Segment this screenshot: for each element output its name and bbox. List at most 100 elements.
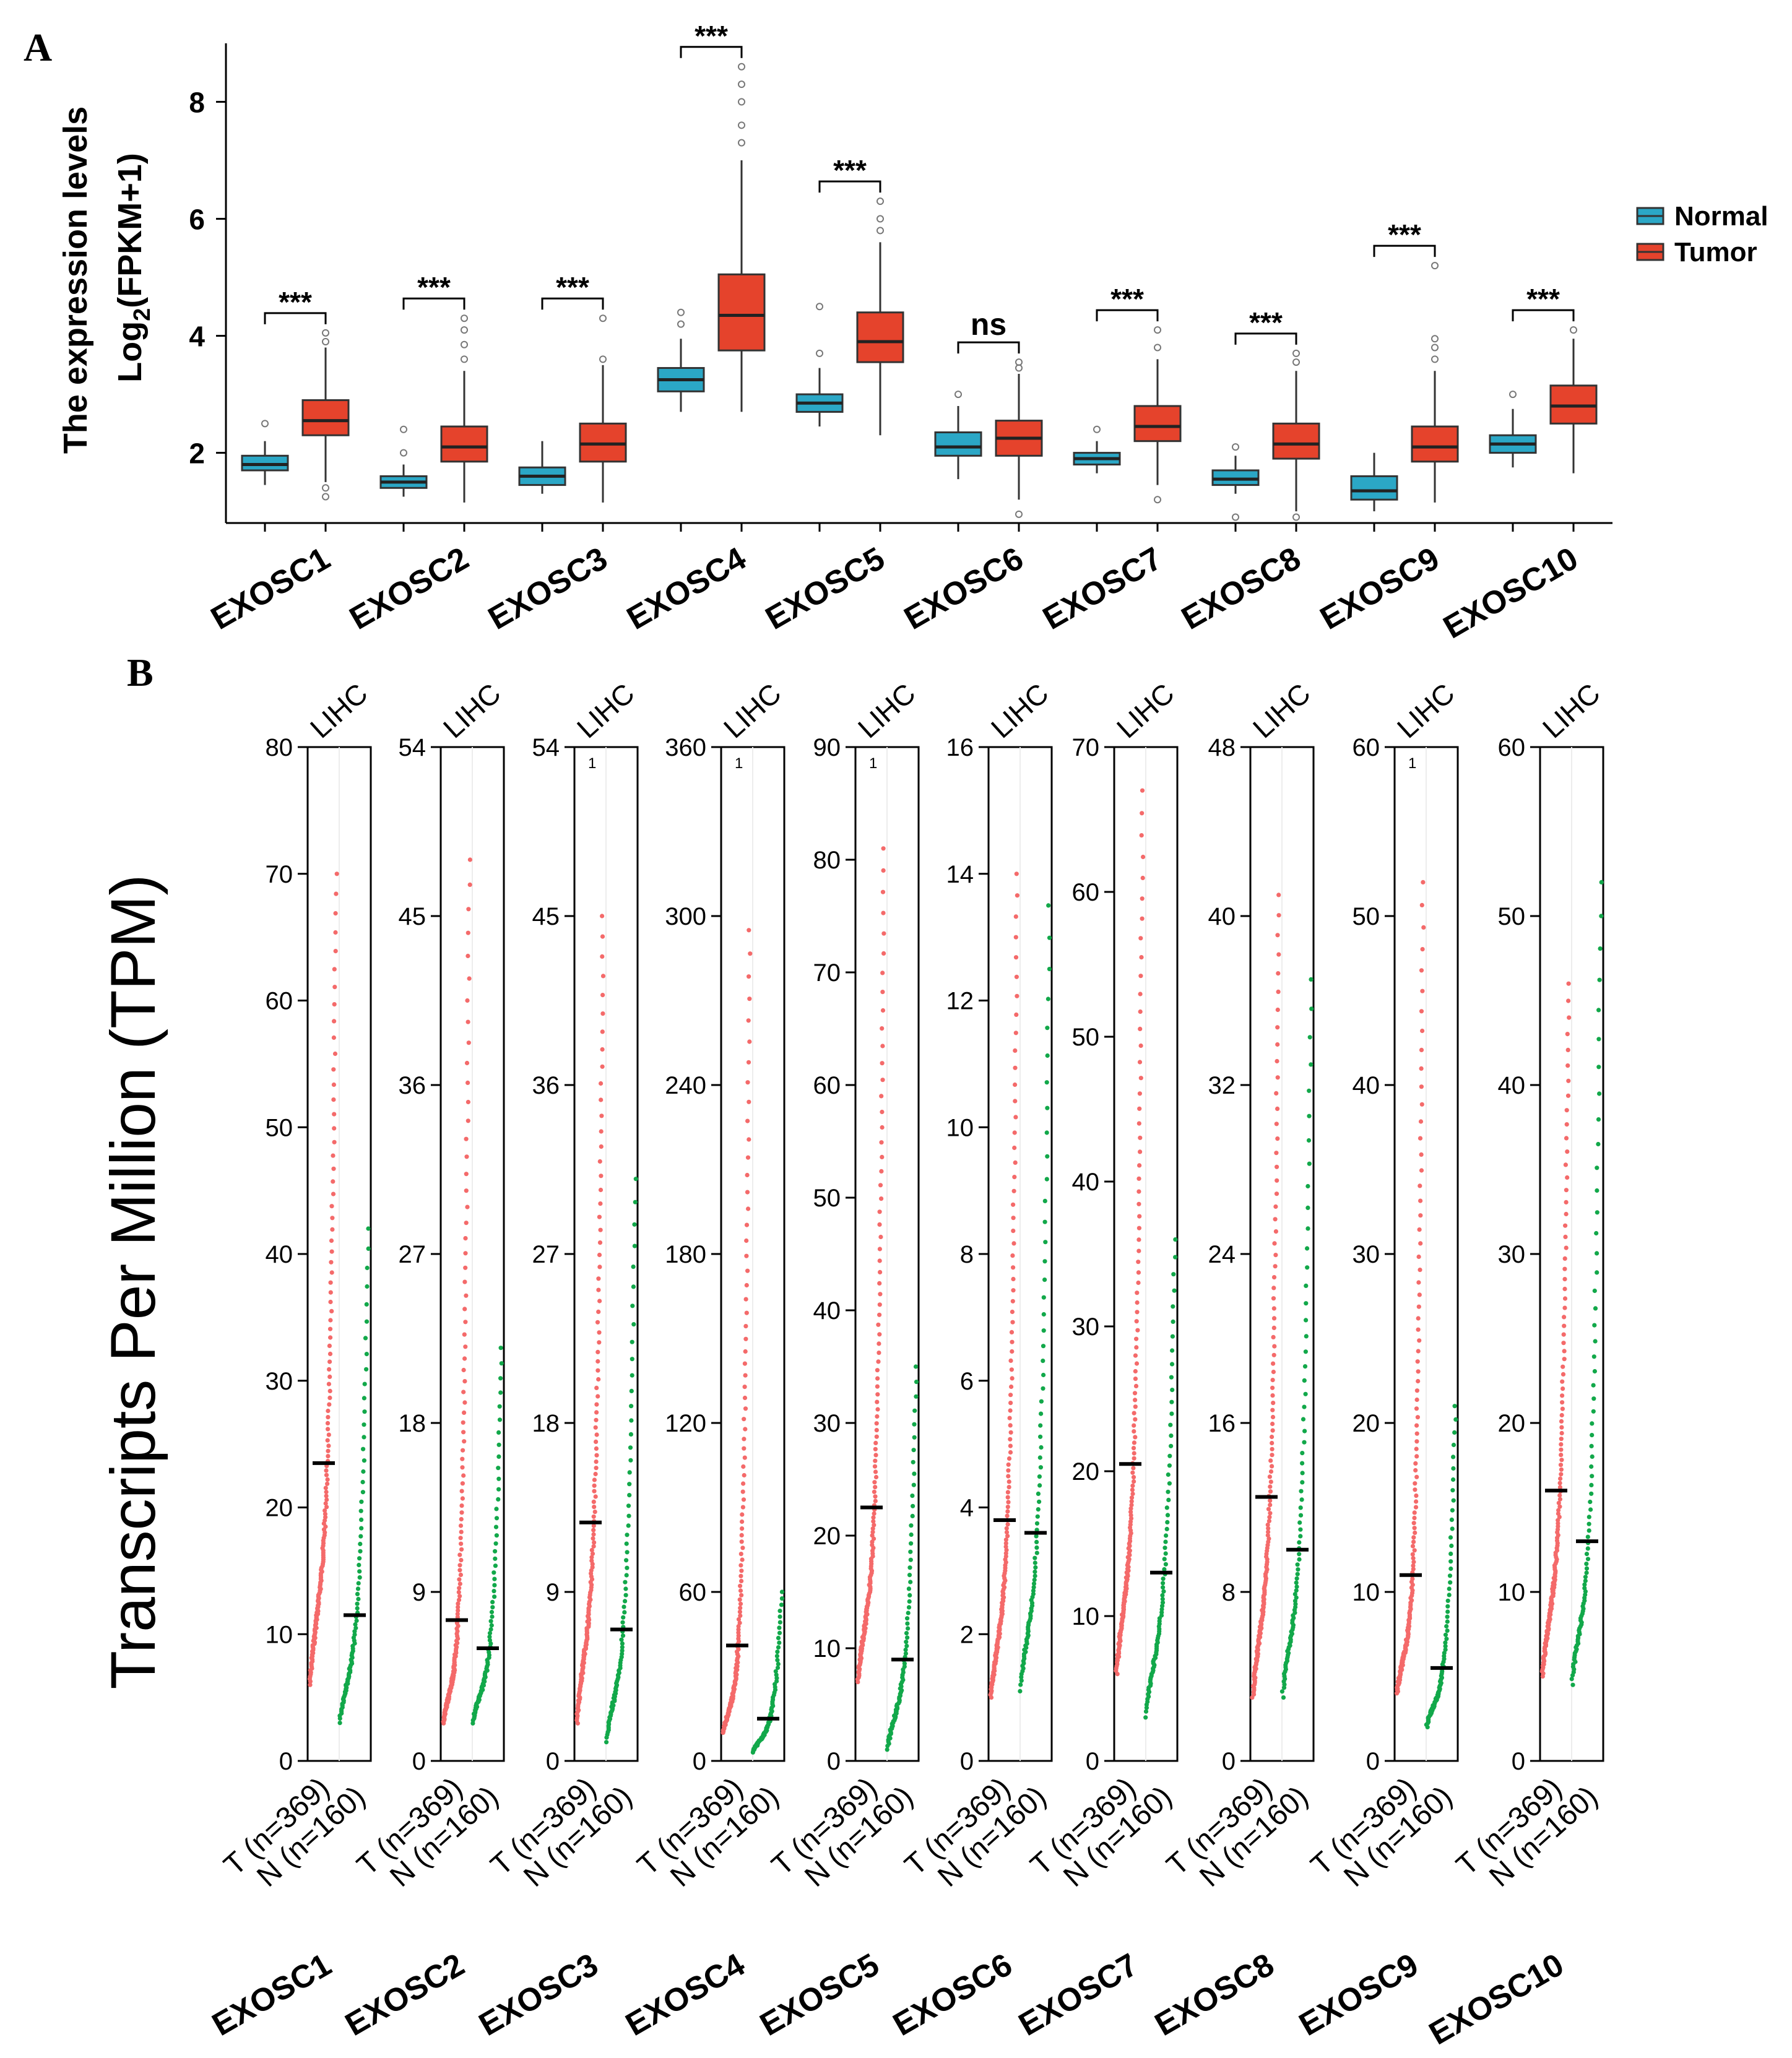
significance-bracket xyxy=(1512,309,1575,322)
box-normal xyxy=(934,431,982,457)
tumor-dot xyxy=(460,1465,465,1470)
normal-dot xyxy=(1449,1517,1454,1522)
tumor-dot xyxy=(1013,1099,1018,1104)
tumor-dot xyxy=(746,1018,751,1023)
tumor-dot xyxy=(1560,1406,1565,1411)
normal-dot xyxy=(1596,1141,1601,1147)
normal-dot xyxy=(356,1596,361,1602)
tumor-dot xyxy=(1419,1152,1424,1157)
normal-dot xyxy=(620,1620,625,1625)
tumor-dot xyxy=(1130,1491,1135,1497)
normal-dot xyxy=(1170,1334,1175,1339)
tumor-dot xyxy=(880,1008,886,1013)
y-tick-label: 50 xyxy=(1498,903,1526,930)
normal-dot xyxy=(360,1479,365,1485)
tumor-dot xyxy=(745,1190,750,1195)
tumor-dot xyxy=(1133,1368,1138,1374)
normal-dot xyxy=(1589,1482,1594,1487)
normal-dot xyxy=(910,1513,915,1518)
tumor-dot xyxy=(1265,1522,1270,1528)
gene-label: EXOSC1 xyxy=(206,1947,337,2043)
normal-dot xyxy=(779,1602,784,1607)
normal-dot xyxy=(629,1404,634,1409)
box-outlier xyxy=(677,308,685,316)
tumor-dot xyxy=(742,1437,747,1442)
tumor-dot xyxy=(742,1417,747,1422)
tumor-dot xyxy=(463,1265,468,1270)
tumor-dot xyxy=(879,1196,884,1201)
tumor-dot xyxy=(333,911,338,916)
tumor-dot xyxy=(1008,1358,1013,1363)
normal-dot xyxy=(1309,977,1314,982)
normal-dot xyxy=(911,1448,916,1453)
tumor-dot xyxy=(597,1159,602,1164)
tumor-dot xyxy=(326,1448,331,1453)
box-tumor xyxy=(717,273,766,352)
tumor-dot xyxy=(1272,1241,1277,1246)
normal-dot xyxy=(1019,1678,1024,1683)
y-tick-label: 8 xyxy=(960,1241,974,1268)
normal-dot xyxy=(1586,1528,1591,1533)
box-outlier xyxy=(461,355,468,363)
tumor-dot xyxy=(464,1136,469,1141)
tumor-dot xyxy=(877,1247,882,1252)
tumor-dot xyxy=(1136,1226,1141,1230)
tumor-dot xyxy=(1268,1502,1273,1507)
normal-dot xyxy=(1162,1557,1167,1562)
tumor-dot xyxy=(744,1222,750,1227)
normal-dot xyxy=(358,1534,363,1539)
normal-dot xyxy=(627,1493,632,1498)
tumor-dot xyxy=(873,1469,878,1474)
tumor-dot xyxy=(1411,1567,1416,1572)
tumor-dot xyxy=(1011,1241,1016,1246)
normal-dot xyxy=(620,1651,625,1656)
normal-dot xyxy=(356,1581,361,1586)
normal-dot xyxy=(1443,1647,1448,1652)
tumor-dot xyxy=(748,951,753,956)
tumor-dot xyxy=(1275,1178,1279,1183)
normal-dot xyxy=(1591,1409,1596,1414)
normal-dot xyxy=(359,1499,364,1504)
normal-dot xyxy=(490,1605,495,1610)
tumor-dot xyxy=(1558,1463,1564,1468)
normal-dot xyxy=(1167,1481,1172,1486)
tumor-dot xyxy=(1416,1369,1421,1374)
panel-b-scatter: Transcripts Per Million (TPM)01020304050… xyxy=(98,677,1606,2052)
tumor-dot xyxy=(463,1344,468,1349)
y-tick-label: 30 xyxy=(1498,1241,1526,1268)
tumor-dot xyxy=(1010,1339,1015,1344)
box-outlier xyxy=(1015,510,1023,518)
tumor-dot xyxy=(745,1118,750,1123)
tumor-dot xyxy=(738,1552,743,1557)
normal-dot xyxy=(910,1494,915,1498)
normal-dot xyxy=(775,1649,780,1654)
tumor-dot xyxy=(871,1519,876,1524)
normal-dot xyxy=(1302,1404,1307,1409)
normal-dot xyxy=(1596,1037,1601,1042)
normal-dot xyxy=(1041,1328,1046,1333)
normal-dot xyxy=(1161,1576,1166,1581)
tumor-dot xyxy=(1010,1253,1015,1258)
y-tick-label: 60 xyxy=(266,988,293,1015)
tumor-dot xyxy=(593,1494,598,1499)
tumor-dot xyxy=(1138,1043,1143,1048)
tumor-dot xyxy=(1565,1032,1570,1037)
normal-dot xyxy=(1309,1062,1314,1067)
tumor-dot xyxy=(1276,893,1281,897)
tumor-dot xyxy=(738,1563,743,1568)
tumor-dot xyxy=(459,1529,464,1534)
tumor-dot xyxy=(457,1563,462,1568)
tumor-dot xyxy=(1011,1288,1016,1293)
tumor-dot xyxy=(740,1489,745,1494)
tumor-dot xyxy=(322,1511,328,1516)
tumor-dot xyxy=(1005,1509,1010,1514)
tumor-dot xyxy=(592,1489,597,1494)
normal-dot xyxy=(776,1645,781,1650)
tumor-dot xyxy=(1271,1325,1276,1330)
normal-dot xyxy=(907,1599,912,1604)
tumor-dot xyxy=(1562,1349,1567,1354)
normal-dot xyxy=(1592,1368,1597,1374)
normal-dot xyxy=(1161,1581,1166,1586)
tumor-dot xyxy=(1268,1498,1273,1503)
